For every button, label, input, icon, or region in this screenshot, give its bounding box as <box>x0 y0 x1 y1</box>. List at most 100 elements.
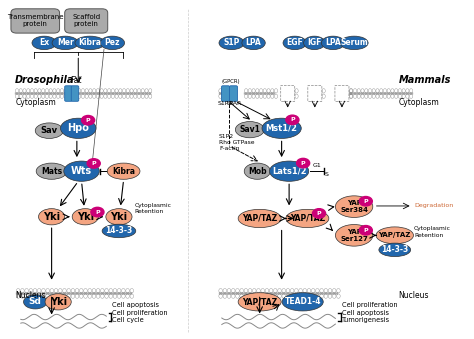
Text: Sd: Sd <box>29 297 42 306</box>
Text: YAP
Ser384: YAP Ser384 <box>340 200 368 213</box>
Text: P: P <box>95 210 100 215</box>
Text: P: P <box>301 161 305 165</box>
Text: Yki: Yki <box>77 212 94 222</box>
Text: YAP/TAZ: YAP/TAZ <box>290 214 325 223</box>
Text: LPAR: LPAR <box>227 101 242 106</box>
Ellipse shape <box>336 196 373 217</box>
Ellipse shape <box>244 163 270 179</box>
Text: Cytoplasmic
Retention: Cytoplasmic Retention <box>414 226 451 238</box>
Text: Cytoplasm: Cytoplasm <box>399 99 439 107</box>
Text: 14-3-3: 14-3-3 <box>381 245 409 254</box>
FancyBboxPatch shape <box>221 86 229 101</box>
Text: EGF: EGF <box>286 38 303 47</box>
Text: 14-3-3: 14-3-3 <box>105 226 133 236</box>
FancyBboxPatch shape <box>335 85 349 102</box>
Circle shape <box>359 225 372 235</box>
Text: Tumorigenesis: Tumorigenesis <box>342 317 391 323</box>
Ellipse shape <box>72 209 99 225</box>
Text: Mer: Mer <box>57 38 73 47</box>
Ellipse shape <box>340 36 368 49</box>
FancyBboxPatch shape <box>65 86 72 101</box>
Text: P: P <box>290 117 295 122</box>
Text: P: P <box>317 211 321 216</box>
Ellipse shape <box>376 227 413 244</box>
Ellipse shape <box>283 36 306 49</box>
Ellipse shape <box>238 210 281 227</box>
Text: Cell apoptosis: Cell apoptosis <box>342 310 390 316</box>
FancyBboxPatch shape <box>308 85 322 102</box>
Ellipse shape <box>242 36 265 49</box>
Text: LPA: LPA <box>325 38 341 47</box>
Text: Ex: Ex <box>39 38 49 47</box>
Ellipse shape <box>379 243 410 257</box>
Ellipse shape <box>61 118 96 138</box>
Ellipse shape <box>107 163 140 179</box>
Text: Cytoplasm: Cytoplasm <box>15 99 56 107</box>
Ellipse shape <box>52 36 78 49</box>
Text: S1P: S1P <box>223 38 240 47</box>
Text: G1: G1 <box>312 163 321 168</box>
Text: Scaffold
protein: Scaffold protein <box>72 15 100 27</box>
Ellipse shape <box>45 294 71 310</box>
Text: P: P <box>364 228 368 233</box>
Text: Yki: Yki <box>43 212 60 222</box>
Ellipse shape <box>336 224 373 246</box>
Text: Cell apoptosis: Cell apoptosis <box>112 302 159 308</box>
FancyBboxPatch shape <box>71 86 79 101</box>
Text: P: P <box>364 199 368 204</box>
Text: Cytoplasmic
Retention: Cytoplasmic Retention <box>134 203 172 214</box>
Circle shape <box>82 116 95 125</box>
Text: Fat: Fat <box>70 76 82 85</box>
Text: Mammals: Mammals <box>399 75 451 85</box>
Text: Degradation: Degradation <box>414 203 453 208</box>
Text: S: S <box>325 172 329 177</box>
Text: P: P <box>91 161 96 166</box>
Ellipse shape <box>35 123 64 138</box>
Ellipse shape <box>64 161 99 181</box>
Text: Mats: Mats <box>41 167 62 176</box>
Text: YAP
Ser127: YAP Ser127 <box>340 229 368 242</box>
Text: Sav: Sav <box>41 126 58 135</box>
Text: Wts: Wts <box>71 166 92 176</box>
Text: Transmembrane
protein: Transmembrane protein <box>7 15 64 27</box>
Ellipse shape <box>102 224 136 238</box>
Circle shape <box>91 207 104 217</box>
FancyBboxPatch shape <box>281 85 295 102</box>
Ellipse shape <box>262 118 301 138</box>
Text: Yki: Yki <box>50 297 67 307</box>
Ellipse shape <box>219 36 244 49</box>
Ellipse shape <box>38 209 65 225</box>
Text: YAP/TAZ: YAP/TAZ <box>242 214 277 223</box>
Text: Cell proliferation: Cell proliferation <box>342 302 398 308</box>
Ellipse shape <box>238 293 281 311</box>
Text: Cell cycle: Cell cycle <box>112 317 144 323</box>
Text: Kibra: Kibra <box>112 167 135 176</box>
FancyBboxPatch shape <box>229 86 237 101</box>
Text: Drosophila: Drosophila <box>15 75 74 85</box>
Text: Mob: Mob <box>248 167 267 176</box>
Text: Mst1/2: Mst1/2 <box>265 124 298 133</box>
Text: Hpo: Hpo <box>67 123 89 133</box>
Text: LPA: LPA <box>246 38 262 47</box>
Text: Yki: Yki <box>110 212 128 222</box>
Circle shape <box>286 115 299 125</box>
Circle shape <box>359 197 372 206</box>
Text: YAP/TAZ: YAP/TAZ <box>379 232 411 238</box>
FancyBboxPatch shape <box>65 9 108 33</box>
Text: Nucleus: Nucleus <box>399 291 429 300</box>
Ellipse shape <box>100 36 125 49</box>
Ellipse shape <box>36 163 67 179</box>
Text: Lats1/2: Lats1/2 <box>272 167 306 176</box>
Text: S1PR: S1PR <box>218 101 233 106</box>
Text: (GPCR): (GPCR) <box>221 79 240 84</box>
Text: S1P2
Rho GTPase
F-actin: S1P2 Rho GTPase F-actin <box>219 134 255 151</box>
Ellipse shape <box>304 36 325 49</box>
Text: Cell proliferation: Cell proliferation <box>112 310 168 316</box>
Circle shape <box>312 209 326 218</box>
Circle shape <box>297 158 310 168</box>
Ellipse shape <box>75 36 105 49</box>
Ellipse shape <box>32 36 56 49</box>
Text: Nucleus: Nucleus <box>15 291 46 300</box>
Ellipse shape <box>282 293 323 311</box>
Ellipse shape <box>236 122 264 138</box>
